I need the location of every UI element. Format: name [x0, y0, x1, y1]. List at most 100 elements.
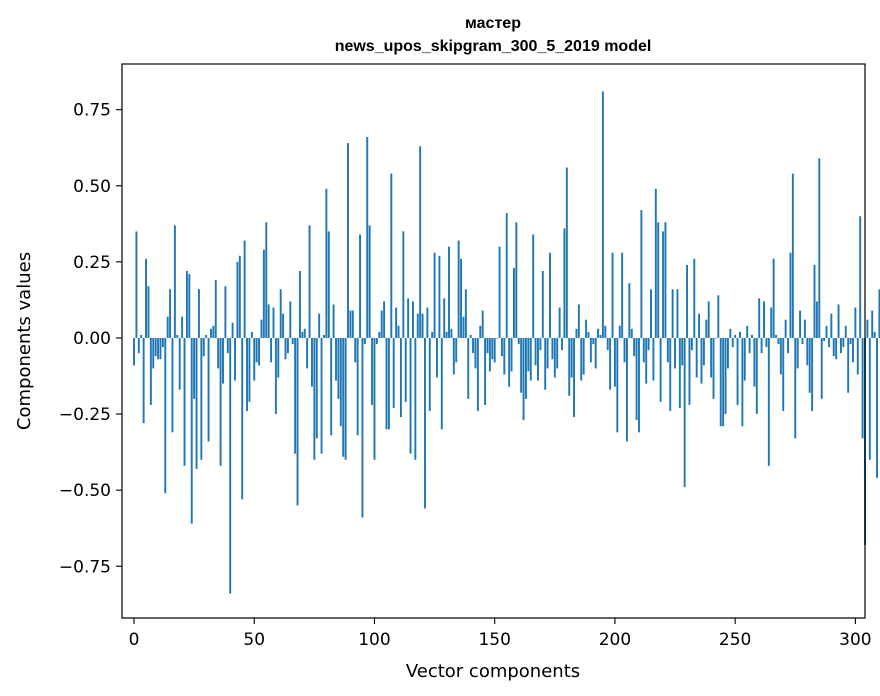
bar: [731, 337, 734, 348]
bar: [618, 325, 621, 338]
bar: [402, 231, 405, 338]
bar: [488, 337, 491, 372]
bar: [260, 319, 263, 338]
bar: [789, 252, 792, 338]
bar: [197, 289, 200, 338]
bar: [438, 255, 441, 338]
bar: [561, 337, 563, 351]
bar: [147, 286, 150, 338]
bar: [707, 301, 710, 338]
bar: [474, 337, 477, 369]
bar: [464, 289, 467, 338]
bar: [344, 337, 347, 460]
bar: [739, 331, 741, 338]
bar: [811, 337, 814, 412]
bar: [366, 137, 369, 338]
bar: [433, 252, 436, 338]
bar: [717, 295, 720, 338]
bar: [378, 331, 381, 338]
bar: [623, 337, 626, 363]
bar: [207, 337, 210, 442]
bar: [539, 337, 542, 351]
bar: [835, 337, 838, 360]
bar: [351, 310, 354, 338]
bar: [777, 337, 780, 345]
bar: [630, 328, 633, 338]
bar: [479, 325, 482, 338]
bar: [823, 337, 826, 341]
bar: [736, 337, 739, 405]
bar: [594, 337, 597, 369]
bar: [743, 337, 746, 381]
bar: [193, 337, 196, 399]
bar: [710, 337, 713, 378]
bar: [279, 289, 282, 338]
bar: [724, 337, 727, 415]
bar: [801, 337, 804, 345]
bar: [650, 289, 652, 338]
bar: [323, 334, 325, 338]
bar: [517, 337, 520, 345]
bar: [669, 337, 672, 412]
bar: [698, 313, 701, 338]
bar: [407, 298, 410, 338]
bar: [274, 337, 277, 415]
bar: [873, 331, 876, 338]
bar: [183, 337, 186, 466]
bar: [270, 337, 273, 363]
bar: [457, 240, 460, 338]
bar: [640, 210, 643, 338]
bar: [755, 337, 758, 415]
bar: [748, 337, 751, 354]
bar: [460, 258, 462, 338]
x-tick-label: 100: [358, 630, 390, 650]
x-tick-label: 0: [129, 630, 140, 650]
bar: [318, 313, 321, 338]
bar: [332, 304, 335, 338]
bar: [532, 234, 535, 338]
bar: [551, 337, 554, 360]
bar: [356, 337, 359, 436]
chart-title-line-1: мастер: [465, 15, 521, 32]
bar: [642, 337, 645, 363]
bar: [652, 337, 655, 381]
bar: [205, 334, 208, 338]
bar-series: [133, 91, 880, 594]
y-tick-label: −0.75: [59, 557, 111, 577]
bar: [392, 337, 395, 408]
bar: [544, 337, 547, 390]
bar: [452, 337, 455, 375]
bar: [741, 337, 744, 427]
x-tick-label: 300: [839, 630, 871, 650]
bar: [825, 325, 828, 338]
bar: [421, 313, 424, 338]
bar: [467, 337, 470, 399]
bar: [265, 222, 268, 338]
bar: [222, 337, 224, 384]
bar: [674, 337, 676, 369]
bar: [856, 337, 859, 375]
bar: [681, 337, 684, 366]
bar: [815, 301, 818, 338]
bar: [303, 328, 306, 338]
bar: [229, 337, 232, 594]
bar: [337, 337, 340, 399]
bar: [505, 213, 508, 338]
bar: [371, 337, 374, 405]
bar: [253, 337, 256, 381]
bar: [383, 301, 386, 338]
bar: [472, 337, 475, 354]
bar: [839, 337, 842, 354]
bar: [171, 337, 174, 433]
bar: [702, 337, 705, 366]
bar: [284, 337, 287, 360]
bar: [592, 337, 595, 345]
bar: [693, 258, 696, 338]
bar: [248, 337, 251, 402]
bar: [267, 304, 270, 338]
bar: [782, 337, 785, 412]
bar: [611, 252, 614, 338]
bar: [529, 337, 532, 381]
bar: [354, 337, 357, 363]
bar: [854, 307, 857, 338]
